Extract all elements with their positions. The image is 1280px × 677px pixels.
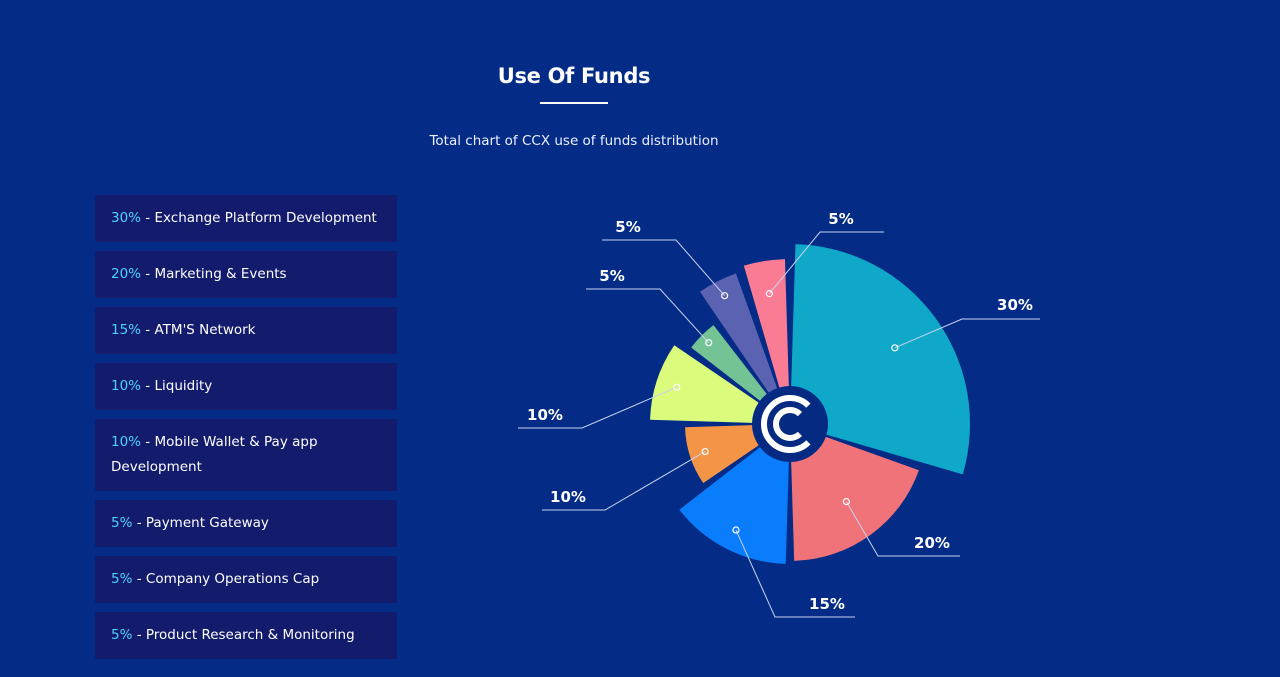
leader-dot [721, 292, 729, 300]
legend-item-exchange: 30% - Exchange Platform Development [95, 195, 397, 242]
title-underline [540, 102, 608, 104]
legend-item-liquidity: 10% - Liquidity [95, 363, 397, 410]
legend-pct: 15% [111, 322, 142, 338]
legend-label: Mobile Wallet & Pay app Development [111, 434, 318, 475]
leader-line [894, 318, 1040, 349]
leader-line [602, 239, 726, 297]
legend-pct: 10% [111, 378, 142, 394]
legend-pct: 5% [111, 571, 133, 587]
slice-value-label: 30% [997, 296, 1033, 314]
ccx-logo-arc [761, 395, 811, 453]
page-subtitle: Total chart of CCX use of funds distribu… [429, 133, 719, 149]
legend-label: Marketing & Events [154, 266, 287, 282]
leader-dot [891, 344, 899, 352]
slice-value-label: 5% [828, 210, 853, 228]
legend-item-operations: 5% - Company Operations Cap [95, 556, 397, 603]
slice-value-label: 10% [550, 488, 586, 506]
pie-slice [699, 273, 778, 393]
page-title: Use Of Funds [497, 64, 651, 88]
slice-value-label: 20% [914, 534, 950, 552]
legend-label: Company Operations Cap [145, 571, 320, 587]
leader-dot [765, 290, 773, 298]
pie-slice [650, 345, 759, 423]
slice-value-label: 10% [527, 406, 563, 424]
leader-line [735, 529, 855, 618]
ccx-logo-arc [773, 407, 803, 441]
legend-item-research: 5% - Product Research & Monitoring [95, 612, 397, 659]
legend-item-marketing: 20% - Marketing & Events [95, 251, 397, 298]
leader-line [586, 288, 710, 344]
legend-label: Liquidity [154, 378, 213, 394]
slice-value-label: 5% [599, 267, 624, 285]
pie-slice [791, 436, 919, 561]
leader-dot [732, 526, 740, 534]
use-of-funds-pie-chart: 30% 20% 15% 10% 10% 5% 5% 5% [518, 210, 1040, 618]
pie-slice [791, 244, 970, 475]
legend-pct: 5% [111, 627, 133, 643]
pie-slice [691, 325, 767, 401]
legend-pct: 20% [111, 266, 142, 282]
legend-label: Product Research & Monitoring [145, 627, 355, 643]
funds-legend: 30% - Exchange Platform Development 20% … [95, 195, 397, 668]
legend-label: Exchange Platform Development [154, 210, 377, 226]
legend-pct: 5% [111, 515, 133, 531]
legend-item-payment: 5% - Payment Gateway [95, 500, 397, 547]
slice-value-label: 15% [809, 595, 845, 613]
leader-line [768, 231, 884, 294]
leader-dot [673, 383, 681, 391]
leader-dot [842, 497, 850, 506]
leader-dot [705, 339, 713, 347]
pie-slice [743, 259, 789, 388]
legend-pct: 30% [111, 210, 142, 226]
legend-pct: 10% [111, 434, 142, 450]
legend-label: Payment Gateway [145, 515, 269, 531]
legend-item-atm: 15% - ATM'S Network [95, 307, 397, 354]
legend-label: ATM'S Network [154, 322, 256, 338]
slice-value-label: 5% [615, 218, 640, 236]
pie-slice [685, 425, 759, 484]
leader-line [845, 501, 960, 557]
legend-item-wallet: 10% - Mobile Wallet & Pay app Developmen… [95, 419, 397, 491]
leader-dot [701, 447, 709, 456]
leader-line [542, 451, 706, 511]
pie-slice [679, 447, 789, 564]
leader-line [518, 386, 678, 429]
